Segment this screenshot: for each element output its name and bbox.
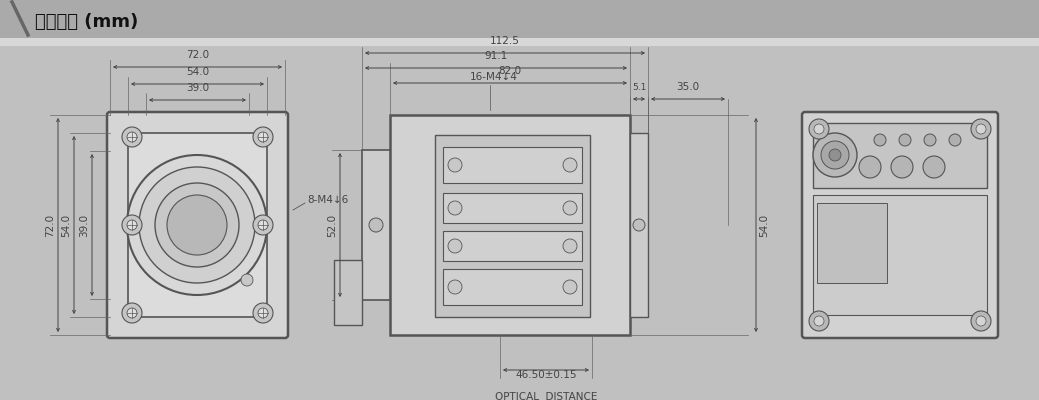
Circle shape [448, 201, 462, 215]
Circle shape [122, 303, 142, 323]
Bar [334, 260, 362, 325]
Text: 72.0: 72.0 [186, 50, 209, 60]
Bar [0, 38, 1039, 46]
Circle shape [971, 311, 991, 331]
Bar [443, 147, 582, 183]
Text: 54.0: 54.0 [760, 214, 769, 236]
FancyBboxPatch shape [107, 112, 288, 338]
Bar [435, 135, 590, 317]
Circle shape [821, 141, 849, 169]
Text: 112.5: 112.5 [490, 36, 520, 46]
Circle shape [258, 132, 268, 142]
Bar [630, 133, 648, 317]
Circle shape [122, 215, 142, 235]
Circle shape [874, 134, 886, 146]
Text: 35.0: 35.0 [676, 82, 699, 92]
Circle shape [139, 167, 255, 283]
Circle shape [563, 239, 577, 253]
Circle shape [563, 158, 577, 172]
Bar [362, 150, 390, 300]
Circle shape [127, 132, 137, 142]
Bar [817, 203, 887, 283]
Circle shape [924, 134, 936, 146]
Circle shape [254, 303, 273, 323]
Circle shape [127, 308, 137, 318]
Circle shape [859, 156, 881, 178]
Circle shape [976, 316, 986, 326]
Circle shape [976, 124, 986, 134]
Text: 8-M4↓6: 8-M4↓6 [307, 195, 348, 205]
Bar [128, 133, 267, 317]
Circle shape [563, 280, 577, 294]
Text: 52.0: 52.0 [327, 214, 337, 236]
Circle shape [241, 274, 254, 286]
Text: OPTICAL  DISTANCE: OPTICAL DISTANCE [495, 392, 597, 400]
Bar [0, 0, 1039, 38]
Circle shape [448, 239, 462, 253]
Circle shape [923, 156, 945, 178]
Bar [443, 231, 582, 261]
Text: 16-M4↓4: 16-M4↓4 [470, 72, 517, 82]
Circle shape [809, 119, 829, 139]
Circle shape [814, 316, 824, 326]
Circle shape [258, 220, 268, 230]
Circle shape [155, 183, 239, 267]
Text: 产品尺寸 (mm): 产品尺寸 (mm) [35, 13, 138, 31]
Text: 46.50±0.15: 46.50±0.15 [515, 370, 577, 380]
Circle shape [563, 201, 577, 215]
Bar [390, 115, 630, 335]
Bar [812, 123, 987, 188]
Circle shape [448, 158, 462, 172]
Circle shape [258, 308, 268, 318]
Circle shape [369, 218, 383, 232]
Bar [443, 193, 582, 223]
Circle shape [254, 215, 273, 235]
Circle shape [167, 195, 227, 255]
Text: 5.1: 5.1 [632, 83, 646, 92]
Text: 54.0: 54.0 [61, 214, 71, 236]
Circle shape [971, 119, 991, 139]
Bar [443, 269, 582, 305]
Circle shape [254, 127, 273, 147]
Circle shape [829, 149, 841, 161]
Circle shape [891, 156, 913, 178]
Circle shape [809, 311, 829, 331]
Text: 91.1: 91.1 [484, 51, 508, 61]
Text: 54.0: 54.0 [186, 67, 209, 77]
Circle shape [127, 220, 137, 230]
Circle shape [814, 124, 824, 134]
Circle shape [899, 134, 911, 146]
Circle shape [812, 133, 857, 177]
Text: 39.0: 39.0 [186, 83, 209, 93]
Circle shape [127, 155, 267, 295]
Text: 39.0: 39.0 [79, 214, 89, 236]
Circle shape [633, 219, 645, 231]
Circle shape [949, 134, 961, 146]
Circle shape [448, 280, 462, 294]
Text: 82.0: 82.0 [499, 66, 522, 76]
Text: 72.0: 72.0 [45, 214, 55, 236]
FancyBboxPatch shape [802, 112, 998, 338]
Bar [0, 46, 1039, 400]
Circle shape [122, 127, 142, 147]
Bar [812, 195, 987, 315]
